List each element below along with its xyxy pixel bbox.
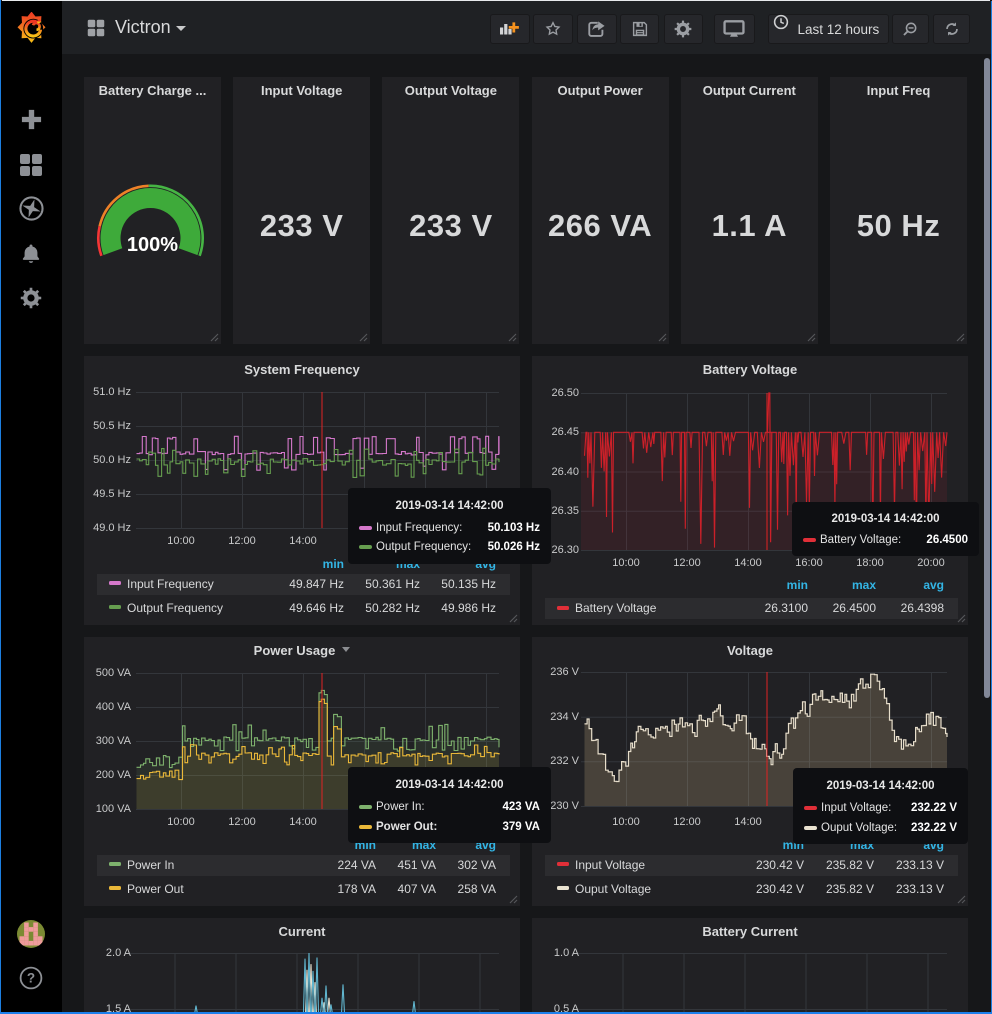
svg-text:?: ? <box>27 971 35 986</box>
